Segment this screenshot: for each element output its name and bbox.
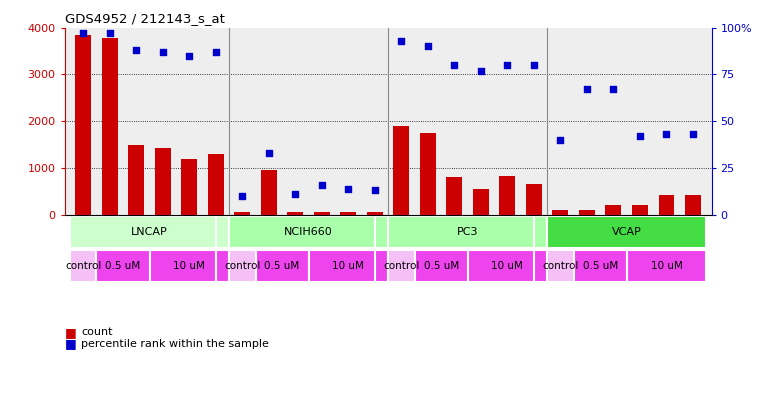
Point xyxy=(661,131,673,138)
Bar xyxy=(181,159,197,215)
Point xyxy=(501,62,514,68)
Bar xyxy=(208,154,224,215)
Bar xyxy=(149,250,229,282)
Bar xyxy=(552,210,568,215)
Bar xyxy=(102,38,118,215)
Point xyxy=(130,47,142,53)
Bar xyxy=(229,250,256,282)
Point xyxy=(316,182,328,188)
Bar xyxy=(314,213,330,215)
Point xyxy=(687,131,699,138)
Bar xyxy=(547,215,706,248)
Point xyxy=(157,49,169,55)
Bar xyxy=(129,145,145,215)
Bar xyxy=(388,250,415,282)
Bar xyxy=(658,195,674,215)
Text: NCIH660: NCIH660 xyxy=(284,227,333,237)
Point xyxy=(422,43,434,50)
Text: 0.5 uM: 0.5 uM xyxy=(105,261,141,271)
Bar xyxy=(388,215,547,248)
Text: 10 uM: 10 uM xyxy=(651,261,683,271)
Bar xyxy=(547,250,574,282)
Point xyxy=(263,150,275,156)
Bar xyxy=(70,215,229,248)
Point xyxy=(289,191,301,197)
Bar xyxy=(420,133,436,215)
Text: control: control xyxy=(224,261,260,271)
Point xyxy=(581,86,593,92)
Text: LNCAP: LNCAP xyxy=(131,227,168,237)
Bar xyxy=(340,213,356,215)
Bar xyxy=(468,250,547,282)
Text: control: control xyxy=(543,261,578,271)
Bar xyxy=(97,250,149,282)
Point xyxy=(475,68,487,74)
Text: VCAP: VCAP xyxy=(612,227,642,237)
Point xyxy=(77,30,89,36)
Bar xyxy=(70,250,97,282)
Text: 10 uM: 10 uM xyxy=(174,261,205,271)
Bar xyxy=(229,215,388,248)
Text: ■: ■ xyxy=(65,337,76,351)
Text: 0.5 uM: 0.5 uM xyxy=(424,261,459,271)
Text: 10 uM: 10 uM xyxy=(333,261,365,271)
Bar xyxy=(288,213,304,215)
Bar xyxy=(632,205,648,215)
Bar xyxy=(574,250,627,282)
Text: control: control xyxy=(65,261,101,271)
Bar xyxy=(308,250,388,282)
Bar xyxy=(154,148,170,215)
Point xyxy=(183,52,196,59)
Bar xyxy=(393,126,409,215)
Bar xyxy=(627,250,706,282)
Point xyxy=(103,30,116,36)
Bar xyxy=(261,170,277,215)
Bar xyxy=(415,250,468,282)
Text: control: control xyxy=(384,261,419,271)
Text: GDS4952 / 212143_s_at: GDS4952 / 212143_s_at xyxy=(65,12,224,25)
Bar xyxy=(256,250,308,282)
Point xyxy=(210,49,222,55)
Point xyxy=(554,137,566,143)
Point xyxy=(342,185,355,192)
Text: PC3: PC3 xyxy=(457,227,479,237)
Bar xyxy=(685,195,701,215)
Point xyxy=(369,187,381,194)
Text: ■: ■ xyxy=(65,325,76,339)
Text: 10 uM: 10 uM xyxy=(492,261,524,271)
Text: percentile rank within the sample: percentile rank within the sample xyxy=(81,339,269,349)
Point xyxy=(448,62,460,68)
Text: count: count xyxy=(81,327,113,337)
Point xyxy=(607,86,619,92)
Bar xyxy=(234,213,250,215)
Bar xyxy=(367,213,383,215)
Bar xyxy=(526,184,542,215)
Bar xyxy=(473,189,489,215)
Point xyxy=(528,62,540,68)
Bar xyxy=(447,177,463,215)
Bar xyxy=(579,210,595,215)
Point xyxy=(634,133,646,139)
Bar xyxy=(606,206,622,215)
Text: 0.5 uM: 0.5 uM xyxy=(583,261,618,271)
Bar xyxy=(499,176,515,215)
Point xyxy=(236,193,248,199)
Point xyxy=(395,37,407,44)
Text: 0.5 uM: 0.5 uM xyxy=(264,261,300,271)
Bar xyxy=(75,35,91,215)
